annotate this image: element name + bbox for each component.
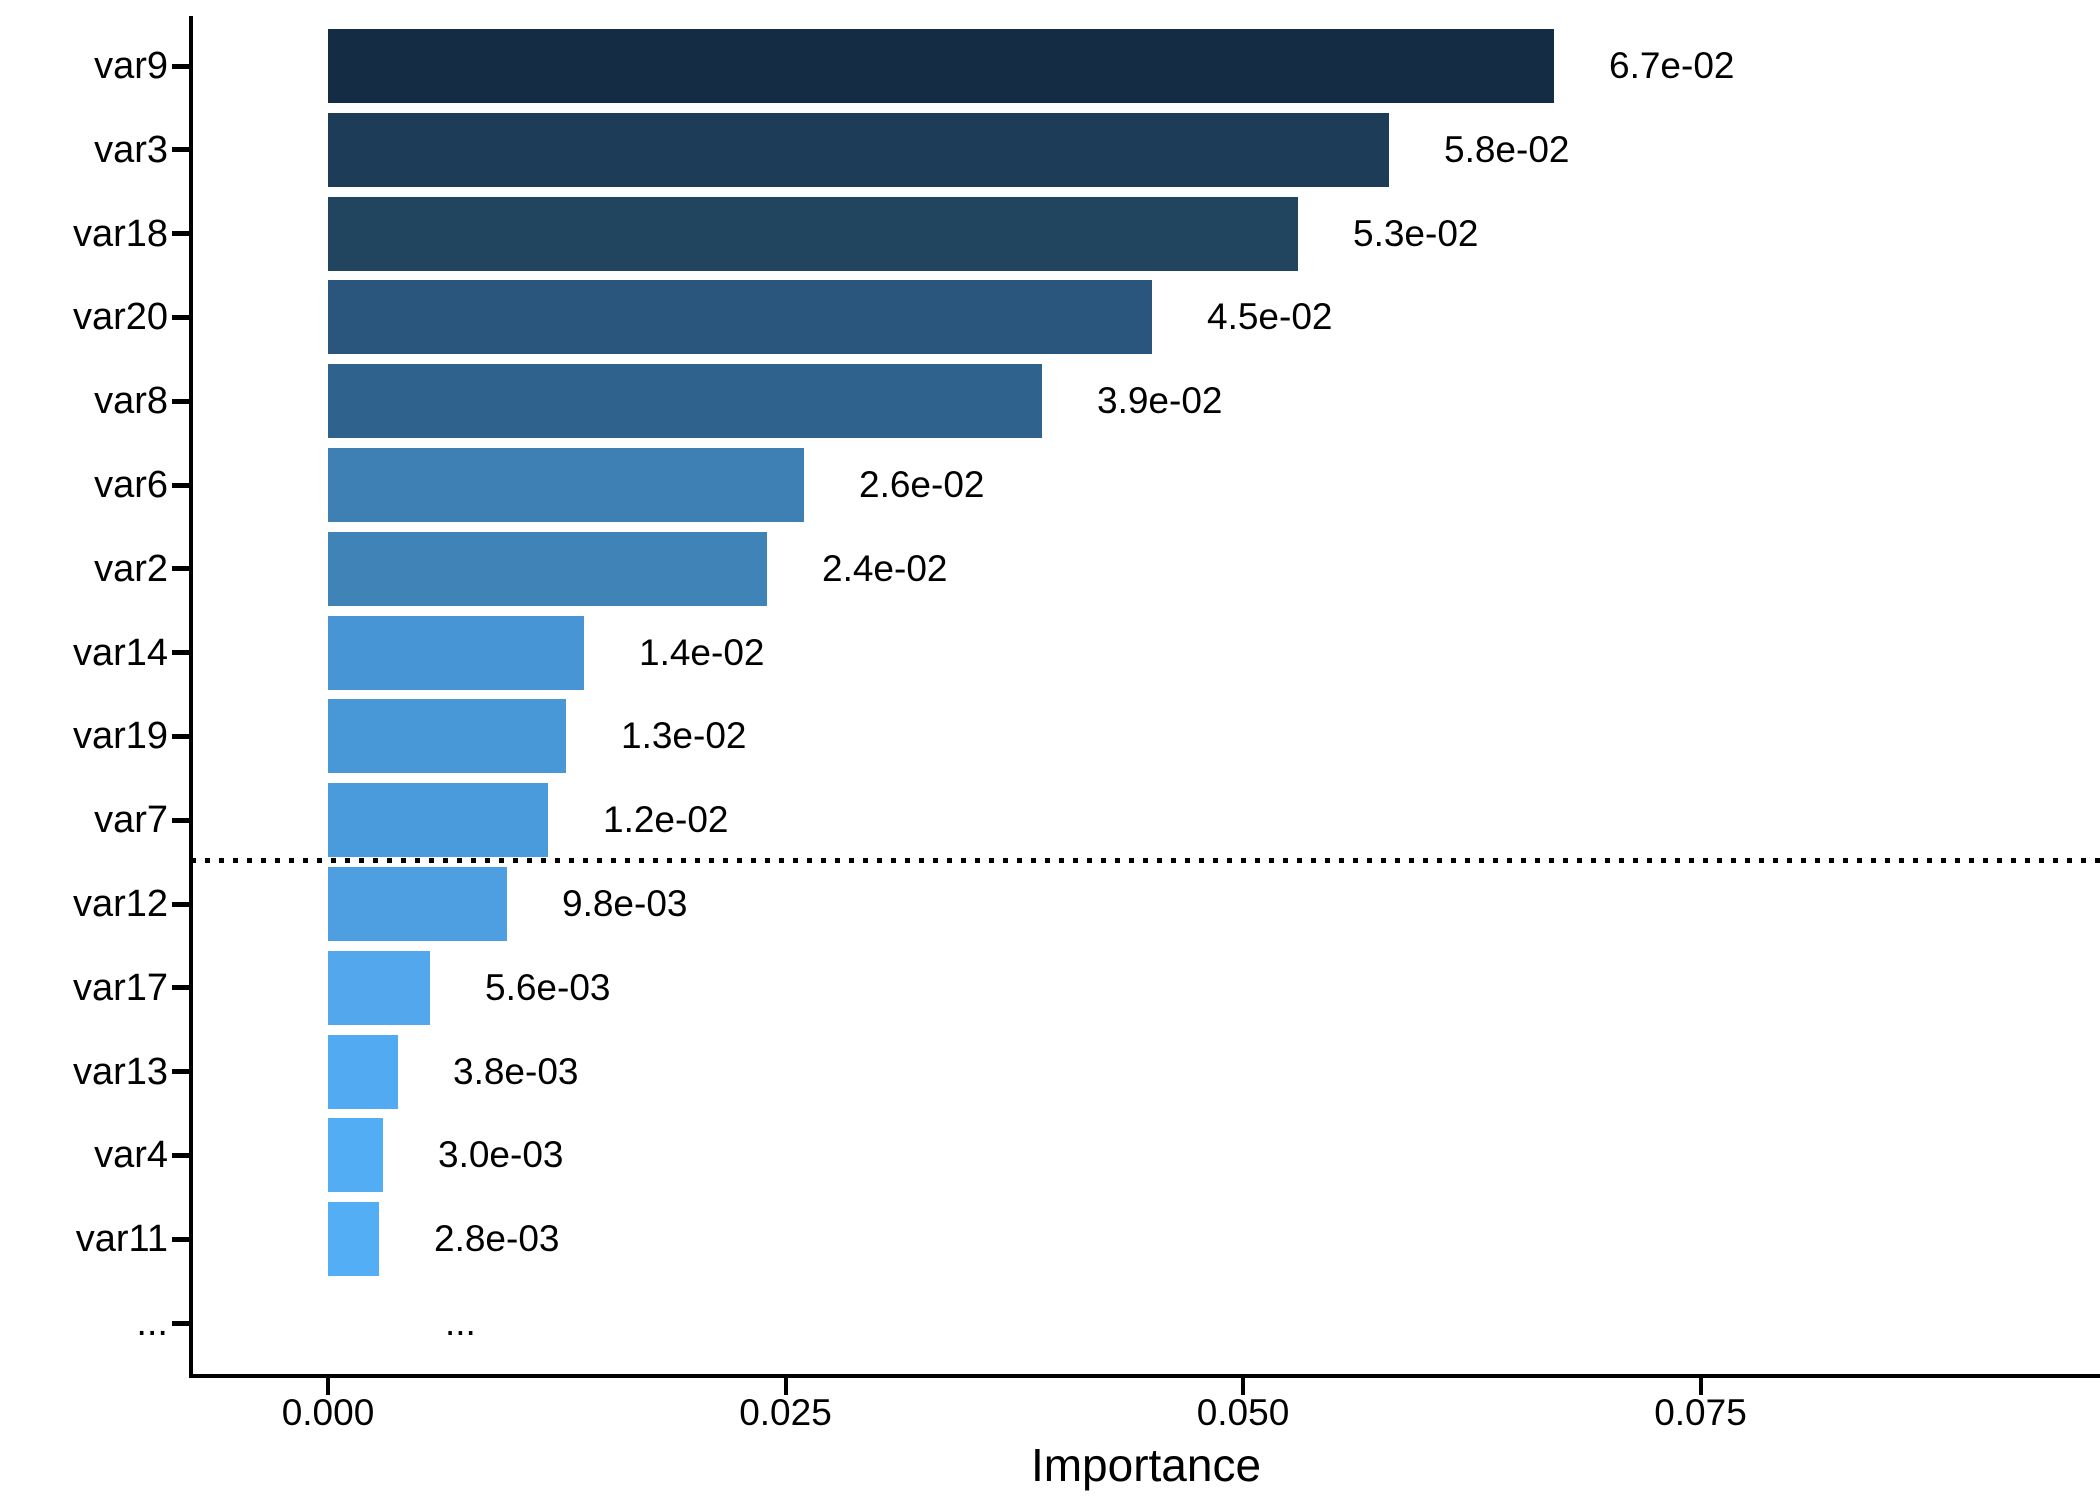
- y-axis-label-var12: var12: [72, 883, 168, 925]
- bar-value-label-var19: 1.3e-02: [621, 715, 747, 757]
- y-axis-label-var2: var2: [94, 547, 168, 590]
- y-axis-tick: [172, 1236, 190, 1242]
- bar-var4: [328, 1118, 383, 1193]
- y-axis-line: [189, 16, 193, 1378]
- x-axis-tick: [783, 1378, 788, 1395]
- bar-var3: [328, 112, 1389, 187]
- y-axis-tick: [172, 1320, 190, 1326]
- y-axis-tick: [172, 63, 190, 69]
- bar-var20: [328, 280, 1152, 355]
- bar-var2: [328, 531, 767, 606]
- x-axis-tick-label-0.050: 0.050: [1196, 1392, 1290, 1433]
- bar-var8: [328, 364, 1042, 439]
- y-axis-label-var19: var19: [72, 715, 168, 758]
- y-axis-label-var3: var3: [94, 128, 168, 171]
- bar-value-label-var11: 2.8e-03: [434, 1218, 560, 1260]
- bar-value-label-var17: 5.6e-03: [485, 966, 611, 1008]
- x-axis-tick-label-0.025: 0.025: [739, 1392, 832, 1433]
- y-axis-label-var4: var4: [94, 1134, 168, 1177]
- x-axis-tick-label-0.000: 0.000: [281, 1392, 375, 1433]
- bar-value-label-var13: 3.8e-03: [453, 1050, 579, 1092]
- y-axis-tick: [172, 1152, 190, 1158]
- bar-value-label-var4: 3.0e-03: [438, 1134, 564, 1176]
- bar-value-label-var3: 5.8e-02: [1444, 128, 1570, 170]
- x-axis-tick: [326, 1378, 330, 1395]
- y-axis-label-var18: var18: [72, 212, 168, 255]
- y-axis-label-var11: var11: [75, 1218, 168, 1261]
- y-axis-tick: [172, 650, 190, 656]
- y-axis-label-var17: var17: [72, 966, 168, 1009]
- x-axis-title: Importance: [1030, 1439, 1262, 1491]
- bar-var9: [328, 29, 1554, 103]
- y-axis-tick: [172, 1069, 190, 1075]
- y-axis-label-var20: var20: [72, 296, 168, 339]
- bar-value-label-var6: 2.6e-02: [859, 464, 985, 505]
- bar-value-label-var20: 4.5e-02: [1207, 296, 1333, 338]
- y-axis-tick: [172, 985, 190, 991]
- y-axis-tick: [172, 901, 190, 907]
- y-axis-tick: [172, 482, 190, 488]
- bar-value-label-var2: 2.4e-02: [822, 547, 948, 589]
- threshold-dotted-line: [191, 858, 2100, 863]
- x-axis-tick: [1241, 1378, 1245, 1395]
- bar-var7: [328, 783, 548, 858]
- bar-value-label-var12: 9.8e-03: [562, 883, 688, 924]
- x-axis-tick: [1698, 1378, 1703, 1395]
- y-axis-label-var7: var7: [94, 799, 168, 842]
- bar-var18: [328, 196, 1298, 271]
- bar-value-label-var9: 6.7e-02: [1609, 45, 1735, 86]
- bar-var6: [328, 448, 804, 522]
- y-axis-tick: [172, 314, 190, 320]
- bar-value-label-var8: 3.9e-02: [1097, 380, 1223, 422]
- bar-value-label-var7: 1.2e-02: [603, 799, 729, 841]
- y-axis-tick: [172, 566, 190, 572]
- bar-var17: [328, 950, 430, 1025]
- y-axis-tick: [172, 817, 190, 823]
- y-axis-tick: [172, 231, 190, 237]
- y-axis-label-var6: var6: [94, 464, 168, 506]
- y-axis-tick: [172, 398, 190, 404]
- y-axis-tick: [172, 147, 190, 153]
- y-axis-label-var8: var8: [94, 380, 168, 423]
- y-axis-label-var14: var14: [72, 631, 168, 674]
- bar-value-label-dotdotdot: ...: [445, 1302, 476, 1343]
- x-axis-tick-label-0.075: 0.075: [1654, 1392, 1747, 1433]
- y-axis-label-var13: var13: [72, 1050, 168, 1093]
- bar-var14: [328, 615, 584, 690]
- y-axis-label-dotdotdot: ...: [136, 1302, 168, 1344]
- bar-value-label-var18: 5.3e-02: [1353, 212, 1479, 254]
- bar-var11: [328, 1202, 379, 1277]
- bar-var12: [328, 867, 507, 941]
- bar-value-label-var14: 1.4e-02: [639, 631, 765, 673]
- y-axis-tick: [172, 733, 190, 739]
- x-axis-line: [189, 1374, 2100, 1378]
- bar-var13: [328, 1034, 398, 1109]
- bar-var19: [328, 699, 566, 774]
- y-axis-label-var9: var9: [94, 45, 168, 87]
